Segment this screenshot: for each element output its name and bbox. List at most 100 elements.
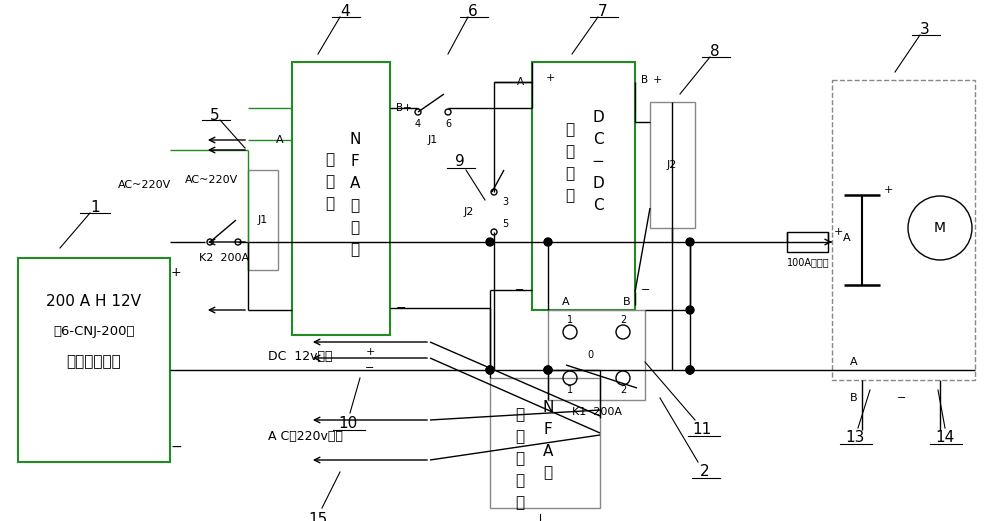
Text: 5: 5 xyxy=(502,219,508,229)
Text: F: F xyxy=(544,421,552,437)
Text: 6: 6 xyxy=(468,5,478,19)
Circle shape xyxy=(544,238,552,246)
Text: −: − xyxy=(897,393,907,403)
Text: 器: 器 xyxy=(515,495,525,511)
Text: N: N xyxy=(542,400,554,415)
Text: B: B xyxy=(641,75,648,85)
Text: 13: 13 xyxy=(845,430,865,445)
Text: +: + xyxy=(545,73,555,83)
Text: K2  200A: K2 200A xyxy=(199,253,249,263)
Text: −: − xyxy=(365,363,375,373)
Text: 200 A H 12V: 200 A H 12V xyxy=(46,294,142,309)
Bar xyxy=(787,232,828,252)
Text: 3: 3 xyxy=(920,22,930,38)
Text: 6: 6 xyxy=(445,119,451,129)
Circle shape xyxy=(544,366,552,374)
Text: −: − xyxy=(170,440,182,454)
Text: 100A熔断器: 100A熔断器 xyxy=(787,257,829,267)
Text: −: − xyxy=(515,285,524,295)
Circle shape xyxy=(686,366,694,374)
Text: （6-CNJ-200）: （6-CNJ-200） xyxy=(53,326,135,339)
Text: +: + xyxy=(653,75,662,85)
Text: +: + xyxy=(834,227,843,237)
Text: 0: 0 xyxy=(587,350,593,360)
Bar xyxy=(292,62,390,335)
Text: A C～220v输出: A C～220v输出 xyxy=(268,429,343,442)
Text: 波: 波 xyxy=(515,429,525,444)
Circle shape xyxy=(486,366,494,374)
Text: −: − xyxy=(396,302,406,315)
Text: 4: 4 xyxy=(340,5,350,19)
Text: 段: 段 xyxy=(350,220,360,235)
Text: B: B xyxy=(850,393,858,403)
Text: A: A xyxy=(850,357,858,367)
Text: 电: 电 xyxy=(325,175,335,190)
Text: 11: 11 xyxy=(692,423,712,438)
Bar xyxy=(532,62,635,310)
Text: 充: 充 xyxy=(325,153,335,167)
Text: −: − xyxy=(592,155,604,169)
Text: A: A xyxy=(350,177,360,192)
Bar xyxy=(832,80,975,380)
Text: D: D xyxy=(592,110,604,126)
Text: 2: 2 xyxy=(700,465,710,479)
Bar xyxy=(490,378,600,508)
Text: 电: 电 xyxy=(565,144,575,159)
Text: F: F xyxy=(351,155,359,169)
Text: 1: 1 xyxy=(90,201,100,216)
Text: 5: 5 xyxy=(210,107,220,122)
Text: C: C xyxy=(593,132,603,147)
Text: 模: 模 xyxy=(565,167,575,181)
Bar xyxy=(18,258,170,462)
Text: 块: 块 xyxy=(565,189,575,204)
Circle shape xyxy=(486,238,494,246)
Text: N: N xyxy=(349,132,361,147)
Text: D: D xyxy=(592,177,604,192)
Text: J1: J1 xyxy=(428,135,438,145)
Text: 14: 14 xyxy=(935,430,955,445)
Text: 1: 1 xyxy=(567,385,573,395)
Text: 4: 4 xyxy=(415,119,421,129)
Text: A: A xyxy=(562,297,570,307)
Text: J2: J2 xyxy=(667,160,677,170)
Text: +: + xyxy=(884,185,893,195)
Circle shape xyxy=(486,366,494,374)
Circle shape xyxy=(544,366,552,374)
Text: 2: 2 xyxy=(620,315,626,325)
Text: 器: 器 xyxy=(325,196,335,212)
Bar xyxy=(548,310,645,400)
Text: 纳米胶体电池: 纳米胶体电池 xyxy=(67,354,121,369)
Text: J1: J1 xyxy=(258,215,268,225)
Text: C: C xyxy=(593,199,603,214)
Text: 7: 7 xyxy=(598,5,608,19)
Text: A: A xyxy=(843,233,851,243)
Text: 8: 8 xyxy=(710,44,720,59)
Text: 3: 3 xyxy=(502,197,508,207)
Text: 1: 1 xyxy=(567,315,573,325)
Text: B: B xyxy=(623,297,631,307)
Text: K1  200A: K1 200A xyxy=(572,407,622,417)
Text: 逆: 逆 xyxy=(515,452,525,466)
Text: −: − xyxy=(641,285,650,295)
Circle shape xyxy=(686,238,694,246)
Bar xyxy=(248,170,278,270)
Circle shape xyxy=(686,306,694,314)
Bar xyxy=(650,102,695,228)
Text: M: M xyxy=(934,221,946,235)
Text: J2: J2 xyxy=(464,207,474,217)
Text: 变: 变 xyxy=(515,474,525,489)
Text: +: + xyxy=(365,347,375,357)
Circle shape xyxy=(686,366,694,374)
Text: B+: B+ xyxy=(396,103,412,113)
Text: A: A xyxy=(543,443,553,458)
Text: 充: 充 xyxy=(565,122,575,138)
Text: 弦: 弦 xyxy=(515,407,525,423)
Text: A: A xyxy=(517,77,524,87)
Text: 10: 10 xyxy=(338,416,358,431)
Text: +: + xyxy=(171,267,181,279)
Text: AC~220V: AC~220V xyxy=(185,175,238,185)
Text: DC  12v输出: DC 12v输出 xyxy=(268,350,332,363)
Text: 正: 正 xyxy=(543,465,553,480)
Text: 2: 2 xyxy=(620,385,626,395)
Text: A: A xyxy=(276,135,284,145)
